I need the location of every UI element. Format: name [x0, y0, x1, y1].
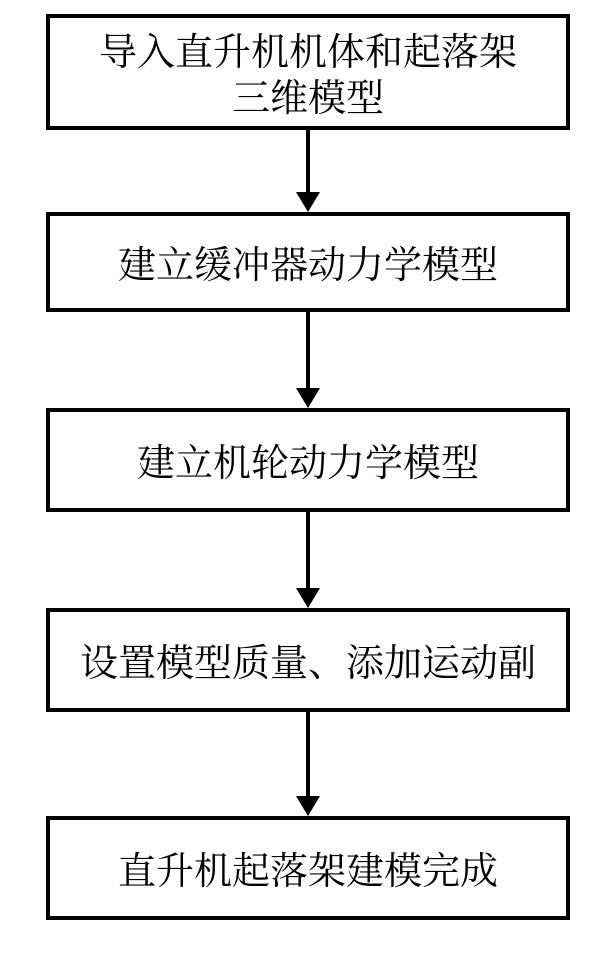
- flow-node-n1: 导入直升机机体和起落架 三维模型: [46, 14, 570, 130]
- flow-arrow-n3-n4: [294, 512, 322, 608]
- flow-node-n2: 建立缓冲器动力学模型: [46, 212, 570, 312]
- flow-node-n4: 设置模型质量、添加运动副: [46, 608, 570, 712]
- flow-node-n3: 建立机轮动力学模型: [46, 408, 570, 512]
- flow-arrow-n1-n2: [294, 130, 322, 212]
- flowchart-canvas: 导入直升机机体和起落架 三维模型建立缓冲器动力学模型建立机轮动力学模型设置模型质…: [0, 0, 614, 965]
- flow-arrow-n2-n3: [294, 312, 322, 408]
- flow-node-n5: 直升机起落架建模完成: [46, 816, 570, 920]
- flow-arrow-n4-n5: [294, 712, 322, 816]
